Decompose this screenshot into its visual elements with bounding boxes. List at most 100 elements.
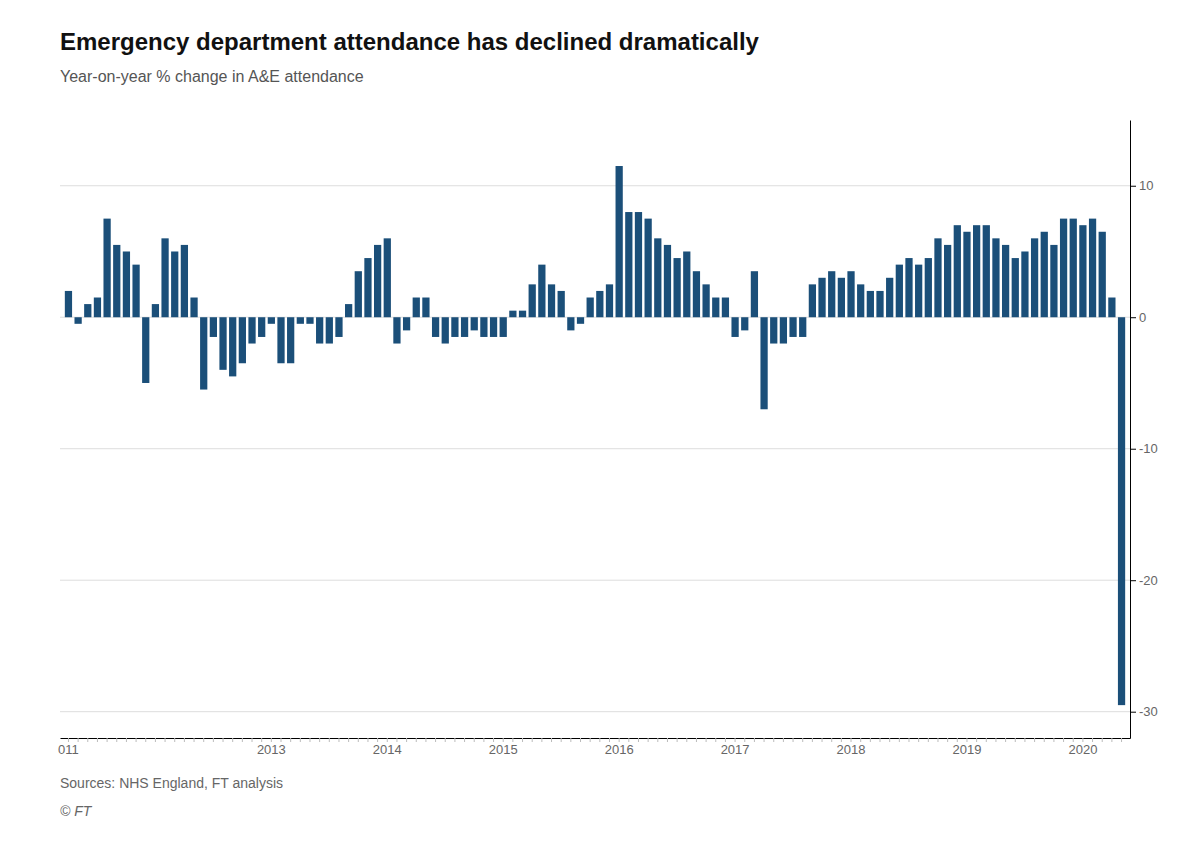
x-tick <box>860 738 861 742</box>
x-tick <box>947 738 948 742</box>
x-tick-mark <box>126 738 127 742</box>
x-tick <box>754 738 755 742</box>
x-tick-mark <box>425 738 426 742</box>
bar <box>268 317 275 324</box>
title: Emergency department attendance has decl… <box>60 28 760 55</box>
x-tick-mark <box>1111 738 1112 742</box>
x-tick-mark <box>995 738 996 742</box>
x-tick-mark <box>1005 738 1006 742</box>
y-tick-label: 0 <box>1139 310 1146 325</box>
x-tick <box>281 738 282 742</box>
chart: Emergency department attendance has decl… <box>0 0 1200 848</box>
x-tick <box>880 738 881 742</box>
bar <box>403 317 410 330</box>
x-tick <box>918 738 919 742</box>
bar <box>74 317 81 324</box>
x-tick-mark <box>107 738 108 742</box>
x-tick <box>522 738 523 742</box>
x-tick-mark <box>860 738 861 742</box>
bar <box>210 317 217 337</box>
bar <box>480 317 487 337</box>
x-tick <box>686 738 687 742</box>
x-tick-mark <box>87 738 88 742</box>
bar <box>847 271 854 317</box>
x-tick <box>1111 738 1112 742</box>
x-tick-mark <box>213 738 214 742</box>
x-tick-mark <box>78 738 79 742</box>
x-tick <box>783 738 784 742</box>
x-tick <box>976 738 977 742</box>
x-tick <box>937 738 938 742</box>
x-tick-mark <box>281 738 282 742</box>
x-tick-mark <box>474 738 475 742</box>
annotation: © FT <box>60 803 93 819</box>
x-tick-mark <box>1053 738 1054 742</box>
y-tick-label: -20 <box>1139 573 1158 588</box>
x-tick-mark <box>580 738 581 742</box>
x-tick-mark <box>976 738 977 742</box>
x-tick-mark <box>329 738 330 742</box>
x-tick-mark <box>648 738 649 742</box>
y-tick-label: 10 <box>1139 178 1153 193</box>
x-tick-mark <box>793 738 794 742</box>
bar <box>326 317 333 343</box>
bar <box>200 317 207 389</box>
bar <box>509 311 516 318</box>
x-tick <box>358 738 359 742</box>
x-tick <box>870 738 871 742</box>
bar <box>954 225 961 317</box>
x-tick <box>416 738 417 742</box>
x-tick <box>570 738 571 742</box>
x-tick-mark <box>928 738 929 742</box>
x-tick <box>425 738 426 742</box>
subtitle: Year-on-year % change in A&E attendance <box>60 68 364 85</box>
x-tick-mark <box>590 738 591 742</box>
x-tick-mark <box>686 738 687 742</box>
bar <box>1070 219 1077 318</box>
x-tick-mark <box>367 738 368 742</box>
x-tick <box>802 738 803 742</box>
bar <box>384 238 391 317</box>
x-tick-mark <box>165 738 166 742</box>
x-tick-mark <box>445 738 446 742</box>
x-tick-mark <box>764 738 765 742</box>
x-tick <box>406 738 407 742</box>
x-tick-mark <box>184 738 185 742</box>
y-tick-mark <box>1130 580 1136 581</box>
x-tick-mark <box>947 738 948 742</box>
bar <box>229 317 236 376</box>
x-tick-mark <box>715 738 716 742</box>
x-tick <box>126 738 127 742</box>
x-tick-label: 2013 <box>257 742 286 757</box>
y-tick-mark <box>1130 317 1136 318</box>
x-tick <box>329 738 330 742</box>
x-tick-mark <box>155 738 156 742</box>
bar <box>645 219 652 318</box>
bar <box>1089 219 1096 318</box>
x-tick <box>309 738 310 742</box>
bar <box>123 251 130 317</box>
x-tick <box>174 738 175 742</box>
bar <box>345 304 352 317</box>
x-tick <box>155 738 156 742</box>
bar <box>983 225 990 317</box>
x-axis: 01120132014201520162017201820192020 <box>58 738 1130 757</box>
bar <box>277 317 284 363</box>
y-tick-mark <box>1130 449 1136 450</box>
x-tick <box>1005 738 1006 742</box>
x-tick <box>648 738 649 742</box>
x-tick <box>908 738 909 742</box>
x-tick-mark <box>309 738 310 742</box>
bar <box>616 166 623 317</box>
x-tick <box>213 738 214 742</box>
x-axis-line <box>61 738 1131 739</box>
x-tick <box>599 738 600 742</box>
x-tick <box>300 738 301 742</box>
bar <box>190 298 197 318</box>
grid-line <box>60 711 1130 712</box>
bar <box>905 258 912 317</box>
x-tick: 2020 <box>1068 738 1097 757</box>
bar <box>722 298 729 318</box>
x-tick-mark <box>396 738 397 742</box>
x-tick-mark <box>870 738 871 742</box>
